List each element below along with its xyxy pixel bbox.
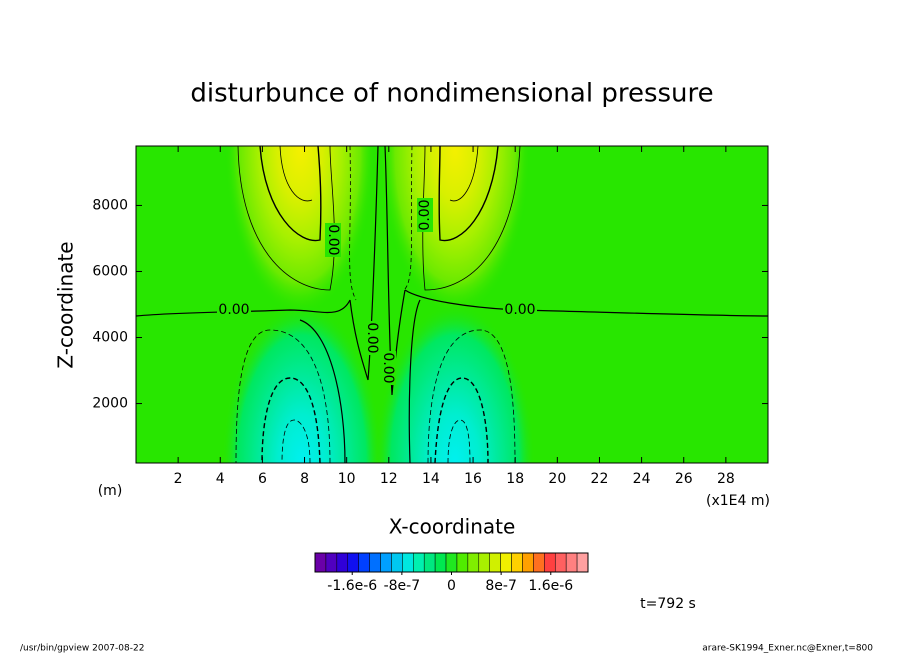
x-axis-label: X-coordinate [389,515,516,539]
x-tick-label: 20 [548,471,566,487]
colorbar-cell [402,552,414,573]
colorbar-cell [358,552,370,573]
colorbar-cell [489,552,501,573]
contour-label: 0.00 [380,352,396,383]
colorbar-cell [314,552,327,573]
contour-label: 0.00 [504,302,535,318]
plot-frame [135,145,769,464]
field [136,146,768,463]
chart-title: disturbunce of nondimensional pressure [190,79,713,109]
colorbar-cell [511,552,523,573]
footer-left: /usr/bin/gpview 2007-08-22 [20,644,144,654]
contour-label-group: 0.00 [325,223,341,257]
colorbar-tick-label: -8e-7 [384,578,421,594]
colorbar-cell [434,552,447,573]
y-axis-label: Z-coordinate [54,241,78,368]
contour-label: 0.00 [325,224,341,255]
colorbar-cell [456,552,469,573]
colorbar-cell [347,552,359,573]
contour-label-group: 0.00 [380,351,396,385]
colorbar-cell [544,552,556,573]
y-tick-label: 6000 [92,263,128,279]
footer-right: arare-SK1994_Exner.nc@Exner,t=800 [702,644,873,654]
x-tick-label: 24 [633,471,651,487]
colorbar-cell [369,552,381,573]
x-tick-label: 10 [338,471,356,487]
x-tick-label: 18 [506,471,524,487]
x-tick-label: 28 [717,471,735,487]
contour-label: 0.00 [364,322,380,353]
colorbar-cell [380,552,392,573]
colorbar-tick-label: 0 [447,578,456,594]
colorbar-cell [325,552,338,573]
colorbar-cell [522,552,534,573]
x-unit-left: (m) [98,483,123,499]
x-tick-label: 14 [422,471,440,487]
colorbar-cell [576,552,589,573]
colorbar-cell [500,552,512,573]
contour-label: 0.00 [218,302,249,318]
contour-label-group: 0.00 [417,198,433,232]
x-tick-label: 6 [258,471,267,487]
x-tick-label: 26 [675,471,693,487]
colorbar-cell [565,552,578,573]
x-tick-label: 8 [300,471,309,487]
x-tick-label: 22 [591,471,609,487]
x-tick-label: 16 [464,471,482,487]
contour-label-group: 0.00 [503,302,537,318]
contour-label-bg [364,321,380,355]
colorbar-tick-label: -1.6e-6 [327,578,377,594]
y-tick-label: 8000 [92,197,128,213]
contour-label-group: 0.00 [217,302,251,318]
contour-label-bg [380,351,396,385]
y-tick-label: 4000 [92,330,128,346]
colorbar-cell [391,552,403,573]
colorbar-cell [478,552,490,573]
contour-label-bg [503,302,537,318]
warm-anomaly [225,146,375,315]
cool-anomaly [375,303,535,463]
contour-label-bg [217,302,251,318]
colorbar-cell [467,552,480,573]
colorbar-cell [533,552,545,573]
colorbar-cell [423,552,436,573]
colorbar-cell [445,552,458,573]
colorbar-cell [554,552,567,573]
colorbar-cell [413,552,425,573]
y-tick-label: 2000 [92,396,128,412]
contour-label-bg [417,198,433,232]
contour-label: 0.00 [417,199,433,230]
x-tick-label: 2 [174,471,183,487]
colorbar-tick-label: 1.6e-6 [528,578,573,594]
x-tick-label: 4 [216,471,225,487]
warm-anomaly [380,146,530,315]
contour-label-group: 0.00 [364,321,380,355]
x-tick-label: 12 [380,471,398,487]
time-label: t=792 s [640,596,696,612]
contour-lines [136,146,768,463]
colorbar-cell [336,552,349,573]
colorbar-tick-label: 8e-7 [485,578,516,594]
x-unit-right: (x1E4 m) [706,493,770,509]
contour-label-bg [325,223,341,257]
